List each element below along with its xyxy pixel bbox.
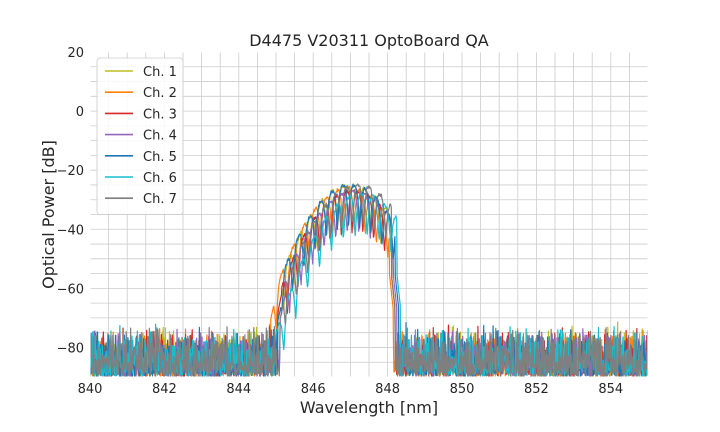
y-tick-label: 0	[76, 105, 84, 120]
x-tick-label: 840	[78, 382, 103, 397]
series-layer	[90, 183, 648, 377]
y-tick-label: −40	[57, 223, 84, 238]
x-tick-label: 848	[375, 382, 400, 397]
chart-title: D4475 V20311 OptoBoard QA	[249, 31, 489, 50]
x-axis-label: Wavelength [nm]	[300, 398, 438, 417]
x-tick-label: 852	[524, 382, 549, 397]
legend-entry: Ch. 6	[143, 171, 177, 186]
legend-entry: Ch. 7	[143, 192, 177, 207]
series-line-ch-7	[90, 183, 648, 377]
x-tick-label: 846	[301, 382, 326, 397]
x-tick-label: 842	[152, 382, 177, 397]
legend-entry: Ch. 1	[143, 65, 177, 80]
legend-entry: Ch. 2	[143, 86, 177, 101]
legend-box	[96, 57, 184, 215]
x-tick-label: 854	[598, 382, 623, 397]
x-tick-labels: 840 842 844 846 848 850 852 854	[78, 382, 624, 397]
y-tick-labels: 20 0 −20 −40 −60 −80	[57, 46, 84, 356]
legend-entry: Ch. 3	[143, 107, 177, 122]
x-tick-label: 850	[450, 382, 475, 397]
plot-frame	[89, 51, 649, 378]
legend: Ch. 1 Ch. 2 Ch. 3 Ch. 4 Ch. 5 Ch. 6 Ch. 7	[96, 57, 184, 215]
legend-entry: Ch. 5	[143, 150, 177, 165]
y-tick-label: −80	[57, 341, 84, 356]
y-axis-label: Optical Power [dB]	[39, 140, 58, 289]
y-tick-label: 20	[67, 46, 84, 61]
y-tick-label: −60	[57, 282, 84, 297]
x-tick-label: 844	[226, 382, 251, 397]
y-tick-label: −20	[57, 164, 84, 179]
legend-entry: Ch. 4	[143, 129, 177, 144]
